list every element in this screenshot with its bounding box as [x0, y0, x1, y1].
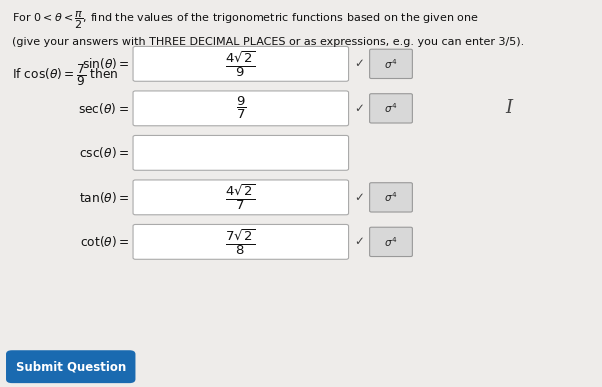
Text: $\sigma^4$: $\sigma^4$ — [384, 235, 398, 249]
Text: (give your answers with THREE DECIMAL PLACES or as expressions, e.g. you can ent: (give your answers with THREE DECIMAL PL… — [12, 37, 524, 47]
Text: For $0 < \theta < \dfrac{\pi}{2}$, find the values of the trigonometric function: For $0 < \theta < \dfrac{\pi}{2}$, find … — [12, 10, 479, 31]
Text: $\sin(\theta)=$: $\sin(\theta)=$ — [81, 57, 129, 71]
Text: $\tan(\theta) =$: $\tan(\theta) =$ — [79, 190, 129, 205]
FancyBboxPatch shape — [133, 135, 349, 170]
FancyBboxPatch shape — [370, 94, 412, 123]
Text: $\dfrac{4\sqrt{2}}{7}$: $\dfrac{4\sqrt{2}}{7}$ — [226, 182, 256, 212]
Text: $\csc(\theta) =$: $\csc(\theta) =$ — [79, 146, 129, 160]
FancyBboxPatch shape — [370, 183, 412, 212]
Text: $\sigma^4$: $\sigma^4$ — [384, 57, 398, 71]
FancyBboxPatch shape — [133, 46, 349, 81]
FancyBboxPatch shape — [133, 224, 349, 259]
FancyBboxPatch shape — [6, 350, 135, 383]
Text: I: I — [505, 99, 512, 117]
Text: ✓: ✓ — [355, 191, 364, 204]
Text: ✓: ✓ — [355, 102, 364, 115]
Text: ✓: ✓ — [355, 57, 364, 70]
FancyBboxPatch shape — [133, 180, 349, 215]
FancyBboxPatch shape — [370, 49, 412, 79]
Text: $\sigma^4$: $\sigma^4$ — [384, 101, 398, 115]
FancyBboxPatch shape — [133, 91, 349, 126]
Text: $\dfrac{7\sqrt{2}}{8}$: $\dfrac{7\sqrt{2}}{8}$ — [226, 227, 256, 257]
Text: $\sec(\theta) =$: $\sec(\theta) =$ — [78, 101, 129, 116]
Text: $\cot(\theta) =$: $\cot(\theta) =$ — [80, 235, 129, 249]
Text: Submit Question: Submit Question — [16, 360, 126, 373]
Text: $\dfrac{9}{7}$: $\dfrac{9}{7}$ — [235, 95, 246, 122]
Text: ✓: ✓ — [355, 235, 364, 248]
Text: $\dfrac{4\sqrt{2}}{9}$: $\dfrac{4\sqrt{2}}{9}$ — [226, 49, 256, 79]
Text: $\sigma^4$: $\sigma^4$ — [384, 190, 398, 204]
FancyBboxPatch shape — [370, 227, 412, 257]
Text: If $\cos(\theta) = \dfrac{7}{9}$ then: If $\cos(\theta) = \dfrac{7}{9}$ then — [12, 62, 119, 88]
